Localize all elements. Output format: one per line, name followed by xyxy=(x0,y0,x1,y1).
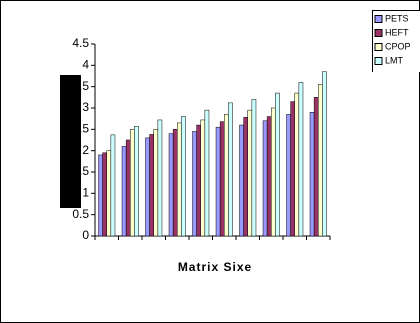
bar xyxy=(196,124,201,237)
bar xyxy=(130,129,135,237)
bar xyxy=(98,154,103,237)
bar xyxy=(106,150,112,237)
bar xyxy=(262,120,268,237)
bar xyxy=(298,82,304,237)
bar xyxy=(204,109,210,237)
bar xyxy=(275,92,280,237)
bar xyxy=(290,101,296,237)
y-tick-label: 1.5 xyxy=(72,164,89,178)
bar xyxy=(251,99,257,237)
y-tick-label: 0.5 xyxy=(72,207,89,221)
bar xyxy=(168,133,174,237)
bar xyxy=(181,116,186,237)
y-tick-label: 1 xyxy=(82,186,89,200)
bar xyxy=(200,119,206,237)
bar xyxy=(145,137,150,237)
bar xyxy=(121,146,127,237)
bar xyxy=(134,126,139,237)
bar xyxy=(228,102,233,237)
bar xyxy=(247,109,253,237)
bar xyxy=(157,119,163,237)
bar xyxy=(192,131,197,237)
bar xyxy=(110,134,116,237)
y-tick-label: 4 xyxy=(82,58,89,72)
bar xyxy=(149,134,154,237)
legend-label: CPOP xyxy=(385,41,411,51)
bar xyxy=(102,152,107,237)
x-axis-title: Matrix Sixe xyxy=(178,260,252,274)
bar xyxy=(215,126,221,237)
legend-swatch xyxy=(374,15,383,23)
bar xyxy=(271,107,276,237)
legend-label: PETS xyxy=(385,13,409,23)
y-tick-label: 0 xyxy=(82,228,89,242)
bar xyxy=(243,117,248,237)
bar xyxy=(294,92,300,237)
bar xyxy=(309,112,315,237)
legend-label: HEFT xyxy=(385,27,409,37)
bar xyxy=(313,97,319,237)
bar xyxy=(224,114,229,237)
bar xyxy=(318,84,323,237)
y-tick-label: 2 xyxy=(82,143,89,157)
y-tick-label: 4.5 xyxy=(72,36,89,50)
bar xyxy=(266,116,272,237)
bar xyxy=(286,114,291,237)
y-tick-label: 3 xyxy=(82,100,89,114)
legend-swatch xyxy=(374,43,383,51)
y-tick-label: 2.5 xyxy=(72,122,89,136)
bar xyxy=(172,129,178,237)
bar xyxy=(219,121,225,237)
y-tick-label: 3.5 xyxy=(72,79,89,93)
legend-label: LMT xyxy=(385,55,404,65)
legend-swatch xyxy=(374,29,383,37)
legend-swatch xyxy=(374,57,383,65)
redaction xyxy=(60,75,81,208)
bar xyxy=(177,122,182,237)
bar xyxy=(125,139,131,237)
legend: PETS HEFT CPOP LMT xyxy=(372,10,420,72)
bar xyxy=(322,71,327,237)
bar xyxy=(153,129,159,237)
bar xyxy=(239,124,244,237)
